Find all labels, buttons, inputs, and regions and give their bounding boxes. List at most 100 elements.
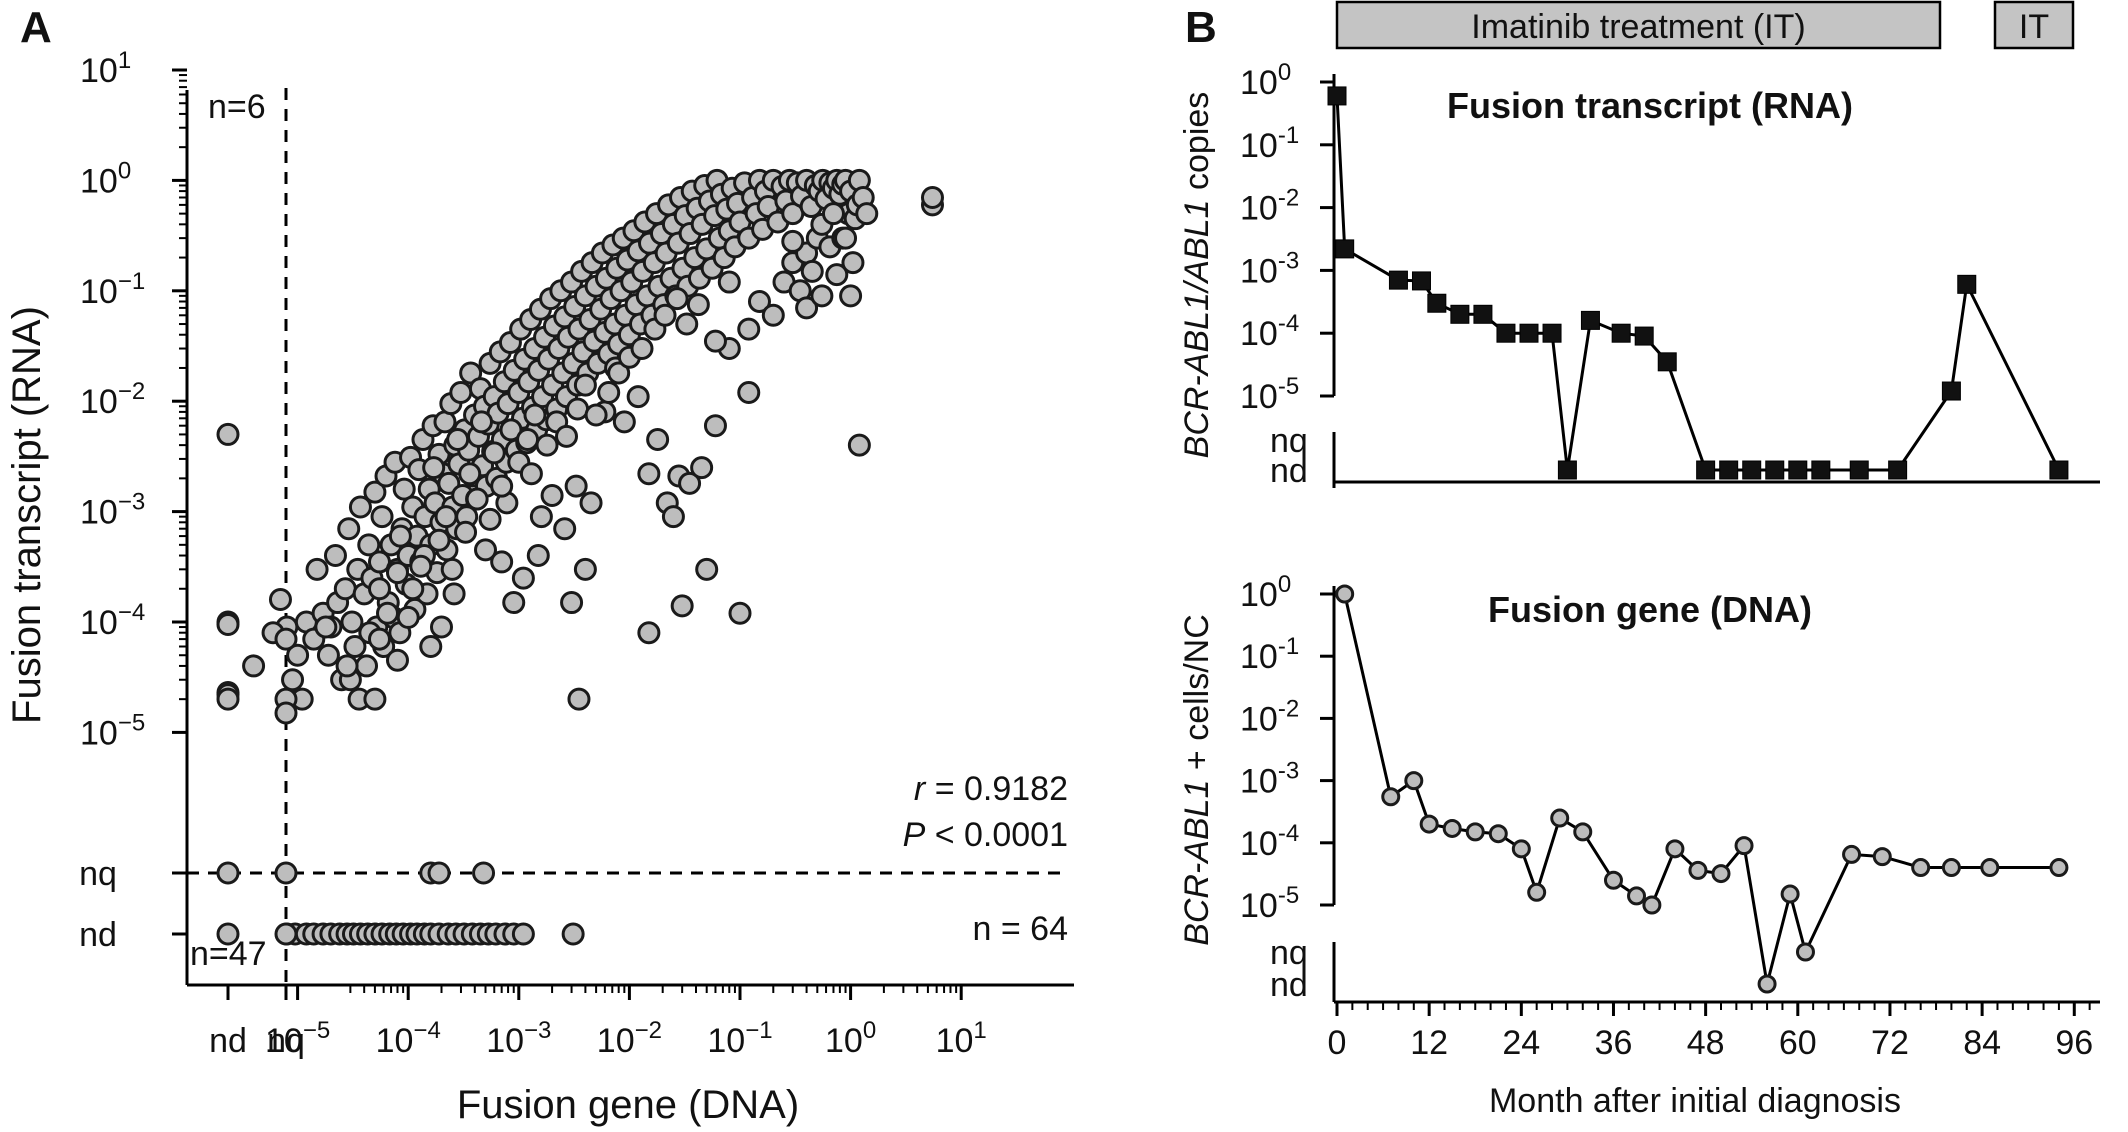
- rna-y-axis-label: BCR-ABL1/ABL1 copies: [1178, 92, 1216, 459]
- a-y-tick-label-exponent: −5: [118, 709, 145, 736]
- data-point: [490, 474, 514, 498]
- b-y-tick-label-base: 10: [1240, 700, 1278, 738]
- b-x-tick-label: 96: [2055, 1024, 2093, 1062]
- a-x-tick-label-base: 10: [486, 1022, 524, 1060]
- data-point: [566, 397, 590, 421]
- data-point: [810, 284, 834, 308]
- nd-dna-point: [216, 422, 240, 446]
- data-point: [703, 329, 727, 353]
- b-x-tick-label: 48: [1687, 1024, 1725, 1062]
- b-y-category-label: nd: [1270, 452, 1308, 490]
- b-y-tick-label-base: 10: [1240, 825, 1278, 863]
- nq-rna-point: [427, 861, 451, 885]
- a-x-tick-label-exponent: −1: [745, 1017, 772, 1044]
- data-point: [646, 427, 670, 451]
- a-x-tick-label: 101: [936, 1017, 987, 1060]
- series-marker: [1795, 942, 1815, 962]
- series-marker: [1634, 326, 1654, 346]
- series-marker: [1327, 86, 1347, 106]
- data-point: [388, 524, 412, 548]
- nd-rna-point: [511, 922, 535, 946]
- panel-a-x-axis-label: Fusion gene (DNA): [457, 1083, 799, 1127]
- dna-y-axis-label-unit: + cells/NC: [1178, 614, 1216, 779]
- b-y-tick-label: 10-2: [1240, 695, 1299, 738]
- a-y-category-label: nd: [79, 916, 117, 954]
- data-point: [396, 605, 420, 629]
- b-y-tick-label-base: 10: [1240, 127, 1278, 165]
- series-marker: [1442, 818, 1462, 838]
- data-point: [579, 491, 603, 515]
- data-point: [839, 284, 863, 308]
- data-point: [535, 433, 559, 457]
- series-marker: [2049, 460, 2069, 480]
- treatment-bar: [1335, 0, 1942, 50]
- series-marker: [1388, 270, 1408, 290]
- b-y-tick-label: 10-3: [1240, 758, 1299, 801]
- data-point: [540, 483, 564, 507]
- nd-dna-point: [216, 612, 240, 636]
- data-point: [333, 577, 357, 601]
- b-y-tick-label: 100: [1240, 571, 1291, 614]
- data-point: [555, 424, 579, 448]
- b-y-tick-label-exponent: -3: [1278, 247, 1299, 274]
- data-point: [519, 462, 543, 486]
- data-point: [825, 263, 849, 287]
- a-x-category-label: nq: [267, 1022, 305, 1060]
- b-y-tick-label-exponent: -2: [1278, 695, 1299, 722]
- series-marker: [1488, 824, 1508, 844]
- data-point: [401, 577, 425, 601]
- b-y-tick-label-base: 10: [1240, 315, 1278, 353]
- data-point: [678, 471, 702, 495]
- b-x-tick-label: 24: [1502, 1024, 1540, 1062]
- nd-dna-point: [216, 687, 240, 711]
- data-point: [429, 615, 453, 639]
- data-point: [717, 270, 741, 294]
- nq-rna-point: [472, 861, 496, 885]
- a-x-tick-label: 10−1: [707, 1017, 772, 1060]
- a-y-category-label: nq: [79, 855, 117, 893]
- data-point: [470, 410, 494, 434]
- series-marker: [1411, 271, 1431, 291]
- data-point: [422, 456, 446, 480]
- data-point: [747, 289, 771, 313]
- series-marker: [1580, 310, 1600, 330]
- data-point: [834, 226, 858, 250]
- data-point: [526, 544, 550, 568]
- nq-nq-point: [274, 861, 298, 885]
- data-point: [446, 427, 470, 451]
- a-y-tick-label-exponent: 0: [118, 157, 131, 184]
- rna-y-axis-label-gene: BCR-ABL1/ABL1: [1178, 199, 1216, 458]
- series-line: [1335, 95, 2061, 472]
- treatment-bars: Imatinib treatment (IT) IT: [1335, 0, 2075, 50]
- a-x-tick-label-exponent: 0: [863, 1017, 876, 1044]
- b-y-tick-label: 10-3: [1240, 247, 1299, 290]
- b-x-tick-label: 36: [1595, 1024, 1633, 1062]
- b-y-tick-label: 100: [1240, 59, 1291, 102]
- data-point: [337, 517, 361, 541]
- series-marker: [1941, 381, 1961, 401]
- data-point: [523, 403, 547, 427]
- data-point: [335, 654, 359, 678]
- series-marker: [1627, 886, 1647, 906]
- b-y-tick-label-exponent: -1: [1278, 122, 1299, 149]
- data-point: [385, 648, 409, 672]
- data-point: [761, 303, 785, 327]
- a-y-tick-label-exponent: 1: [118, 47, 131, 74]
- data-point: [348, 495, 372, 519]
- a-y-tick-label: 10−2: [80, 378, 145, 421]
- a-x-tick-label-base: 10: [265, 1022, 303, 1060]
- a-x-tick-label: 10−4: [376, 1017, 441, 1060]
- data-point: [454, 520, 478, 544]
- data-point: [728, 601, 752, 625]
- r-value: = 0.9182: [925, 770, 1068, 808]
- a-y-tick-label: 10−4: [80, 599, 145, 642]
- a-x-tick-label: 10−2: [597, 1017, 662, 1060]
- b-y-tick-label: 10-5: [1240, 882, 1299, 925]
- panel-b-time-series: B Imatinib treatment (IT) IT Fusion trans…: [1178, 0, 2100, 1120]
- data-point: [795, 296, 819, 320]
- data-point: [314, 615, 338, 639]
- nq-nd-point: [274, 922, 298, 946]
- b-y-tick-label-base: 10: [1240, 378, 1278, 416]
- series-marker: [1381, 787, 1401, 807]
- a-x-tick-label-exponent: −3: [524, 1017, 551, 1044]
